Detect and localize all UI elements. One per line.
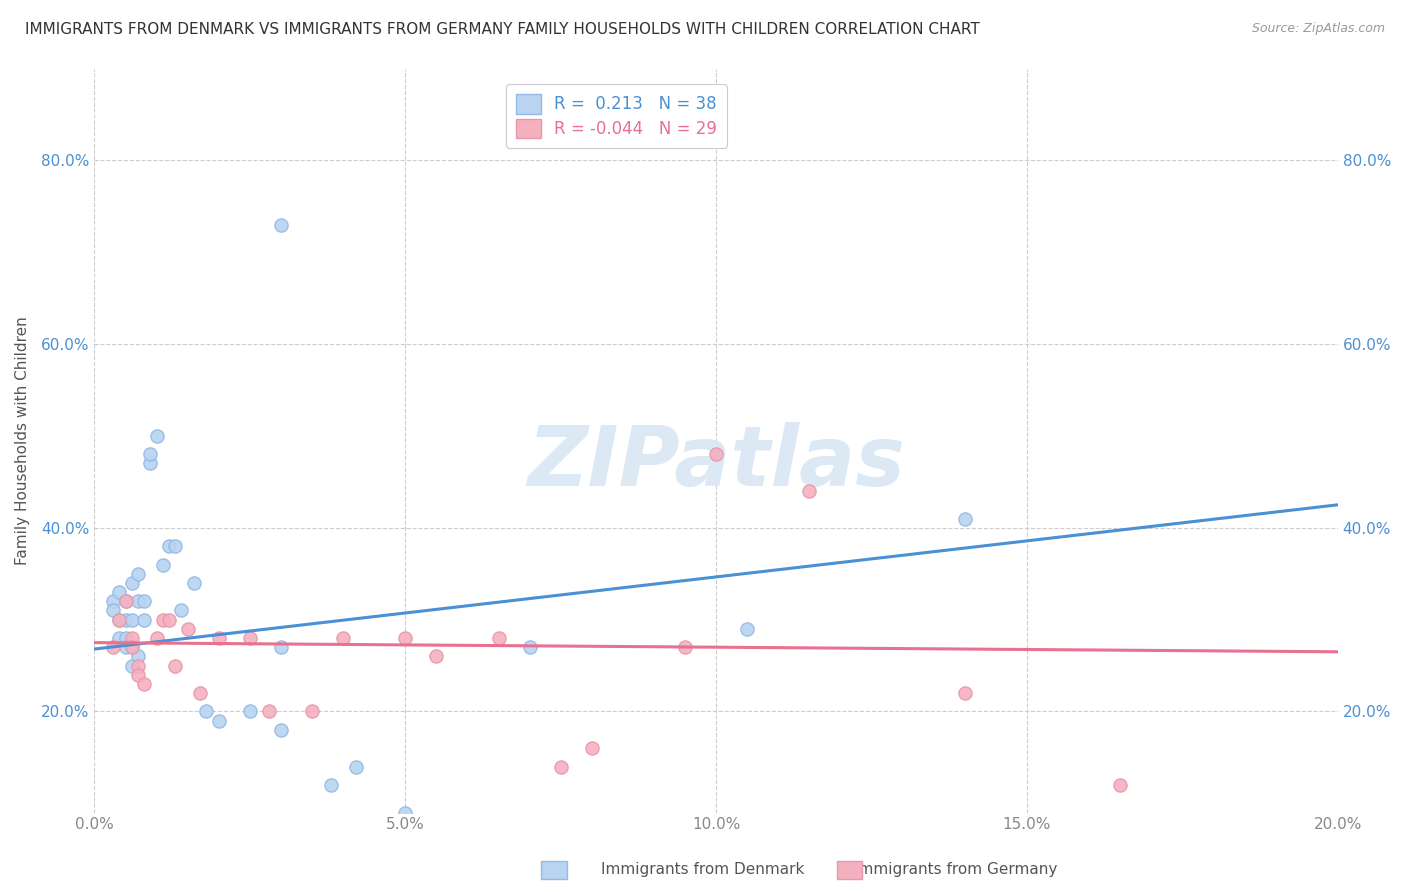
Point — [145, 429, 167, 443]
Point — [165, 658, 187, 673]
Point — [121, 658, 143, 673]
Point — [488, 631, 510, 645]
Point — [101, 603, 124, 617]
Point — [108, 613, 131, 627]
Point — [270, 723, 292, 737]
Point — [114, 594, 136, 608]
Point — [257, 705, 280, 719]
Point — [519, 640, 541, 655]
Point — [581, 741, 603, 756]
Point — [165, 539, 187, 553]
Point — [195, 705, 218, 719]
Text: ZIPatlas: ZIPatlas — [527, 422, 905, 503]
Text: Source: ZipAtlas.com: Source: ZipAtlas.com — [1251, 22, 1385, 36]
Point — [550, 759, 572, 773]
Point — [735, 622, 758, 636]
Point — [134, 677, 156, 691]
Point — [301, 705, 323, 719]
Point — [139, 457, 162, 471]
Point — [114, 640, 136, 655]
Point — [425, 649, 447, 664]
Point — [152, 613, 174, 627]
Point — [108, 613, 131, 627]
Point — [145, 631, 167, 645]
Y-axis label: Family Households with Children: Family Households with Children — [15, 316, 30, 565]
Point — [108, 631, 131, 645]
Legend: R =  0.213   N = 38, R = -0.044   N = 29: R = 0.213 N = 38, R = -0.044 N = 29 — [506, 84, 727, 148]
Point — [121, 640, 143, 655]
Text: Immigrants from Denmark: Immigrants from Denmark — [602, 863, 804, 877]
Point — [127, 667, 149, 681]
Point — [101, 640, 124, 655]
Point — [139, 447, 162, 461]
Point — [121, 631, 143, 645]
Point — [953, 686, 976, 700]
Point — [177, 622, 200, 636]
Point — [108, 585, 131, 599]
Point — [239, 631, 262, 645]
Point — [127, 566, 149, 581]
Point — [1109, 778, 1132, 792]
Point — [127, 649, 149, 664]
Point — [673, 640, 696, 655]
Point — [134, 594, 156, 608]
Point — [114, 631, 136, 645]
Point — [170, 603, 193, 617]
Point — [319, 778, 342, 792]
Point — [183, 575, 205, 590]
Point — [953, 511, 976, 525]
Point — [134, 613, 156, 627]
Point — [394, 631, 416, 645]
Point — [270, 218, 292, 232]
Point — [270, 640, 292, 655]
Point — [114, 613, 136, 627]
Point — [101, 594, 124, 608]
Text: IMMIGRANTS FROM DENMARK VS IMMIGRANTS FROM GERMANY FAMILY HOUSEHOLDS WITH CHILDR: IMMIGRANTS FROM DENMARK VS IMMIGRANTS FR… — [25, 22, 980, 37]
Point — [208, 631, 231, 645]
Point — [127, 594, 149, 608]
Point — [208, 714, 231, 728]
Point — [121, 575, 143, 590]
Point — [188, 686, 211, 700]
Point — [332, 631, 354, 645]
Point — [394, 805, 416, 820]
Point — [344, 759, 367, 773]
Point — [121, 613, 143, 627]
Point — [127, 658, 149, 673]
Point — [704, 447, 727, 461]
Point — [239, 705, 262, 719]
Point — [799, 484, 821, 499]
Point — [121, 640, 143, 655]
Point — [152, 558, 174, 572]
Point — [157, 613, 180, 627]
Point — [157, 539, 180, 553]
Text: Immigrants from Germany: Immigrants from Germany — [855, 863, 1057, 877]
Point — [114, 594, 136, 608]
